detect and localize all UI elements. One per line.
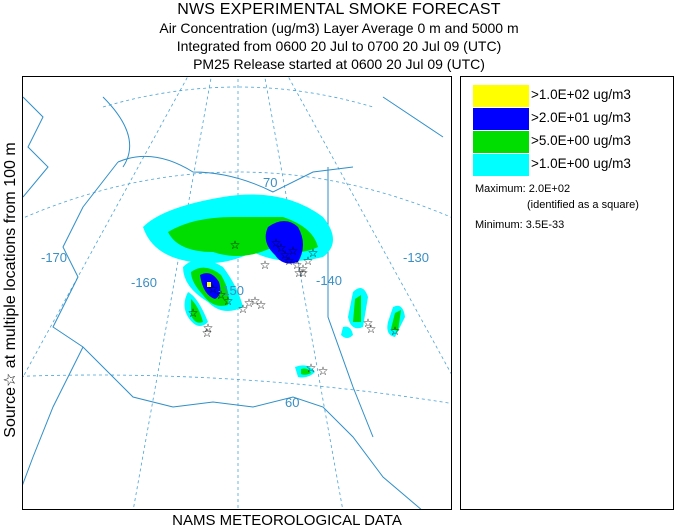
legend-label-3: >5.0E+00 ug/m3 — [531, 133, 631, 148]
graticule-lat-60 — [23, 374, 451, 404]
source-star-icon: ☆ — [188, 306, 199, 320]
plume-east1-green — [353, 295, 361, 322]
legend-swatch-3 — [473, 131, 529, 153]
legend-label-2: >2.0E+01 ug/m3 — [531, 110, 631, 125]
plume-south-small-cyan — [341, 326, 353, 338]
maximum-label: Maximum: — [475, 183, 526, 195]
legend-swatch-2 — [473, 108, 529, 130]
minimum-readout: Minimum: 3.5E-33 — [475, 219, 564, 231]
source-star-icon: ☆ — [256, 298, 267, 312]
source-star-icon: ☆ — [292, 258, 303, 272]
plume-east2-green — [391, 310, 401, 331]
source-star-icon: ☆ — [318, 364, 329, 378]
grid-label-lon-130: -130 — [403, 250, 429, 265]
source-star-icon: ☆ — [298, 262, 309, 276]
grid-label-lon-140: -140 — [316, 273, 342, 288]
legend-label-4: >1.0E+00 ug/m3 — [531, 156, 631, 171]
coastline-alaska-north — [117, 155, 354, 193]
graticule-lon-130 — [288, 77, 451, 375]
source-star-icon: ☆ — [366, 322, 377, 336]
source-star-icon: ☆ — [280, 248, 291, 262]
map-title: NWS EXPERIMENTAL SMOKE FORECAST — [177, 1, 501, 18]
source-star-icon: ☆ — [390, 324, 401, 338]
grid-label-lon-150: -150 — [218, 283, 244, 298]
source-star-icon: ☆ — [276, 241, 287, 255]
source-star-icon: ☆ — [294, 266, 305, 280]
legend-label-1: >1.0E+02 ug/m3 — [531, 87, 631, 102]
coastline-peninsula — [23, 346, 84, 486]
legend-swatch-1 — [473, 85, 529, 107]
source-star-icon: ☆ — [230, 238, 241, 252]
coastline-alaska-south — [172, 396, 422, 509]
legend-panel: >1.0E+02 ug/m3 >2.0E+01 ug/m3 >5.0E+00 u… — [460, 76, 674, 510]
graticule-lat-70 — [23, 171, 451, 219]
minimum-label: Minimum: — [475, 219, 523, 231]
source-star-icon: ☆ — [306, 361, 317, 375]
maximum-note: (identified as a square) — [527, 199, 639, 211]
source-star-icon: ☆ — [238, 302, 249, 316]
source-star-icon: ☆ — [202, 326, 213, 340]
legend-item-4: >1.0E+00 ug/m3 — [473, 154, 673, 176]
source-star-icon: ☆ — [271, 236, 282, 250]
meteorological-data-label: NAMS METEOROLOGICAL DATA — [172, 512, 402, 529]
source-star-icon: ☆ — [284, 254, 295, 268]
source-star-icon: ☆ — [308, 246, 319, 260]
legend-swatch-4 — [473, 154, 529, 176]
grid-label-lat-70: 70 — [263, 175, 277, 190]
coastline-siberia — [23, 96, 49, 198]
graticule-lon-170 — [23, 77, 188, 378]
source-star-icon: ☆ — [203, 321, 214, 335]
maximum-value: 2.0E+02 — [528, 183, 571, 195]
smoke-map: 70 60 -170 -160 -150 -140 -130 ☆ ☆ ☆ ☆ ☆ ☆ ☆ ☆ ☆… — [22, 76, 452, 510]
legend-item-3: >5.0E+00 ug/m3 — [473, 131, 673, 153]
source-markers: ☆☆☆☆☆☆☆☆☆☆☆☆☆☆☆☆☆☆☆☆☆☆☆ ☆☆☆ ☆☆ — [188, 236, 401, 378]
source-side-label: Source☆ at multiple locations from 100 m — [2, 142, 19, 438]
map-canvas: 70 60 -170 -160 -150 -140 -130 ☆☆☆☆☆☆☆☆☆… — [23, 77, 451, 509]
legend-item-1: >1.0E+02 ug/m3 — [473, 85, 673, 107]
source-star-icon: ☆ — [208, 282, 219, 296]
source-star-icon: ☆ — [298, 266, 309, 280]
maximum-readout: Maximum: 2.0E+02 — [475, 183, 570, 195]
plume-north-blue — [265, 221, 303, 264]
source-star-icon: ☆ — [223, 294, 234, 308]
legend-item-2: >2.0E+01 ug/m3 — [473, 108, 673, 130]
coastline-islands — [102, 96, 444, 168]
smoke-plumes — [143, 194, 405, 378]
source-star-icon: ☆ — [260, 258, 271, 272]
source-star-icon: ☆ — [288, 244, 299, 258]
grid-label-lat-60: 60 — [285, 395, 299, 410]
map-subtitle-release: PM25 Release started at 0600 20 Jul 09 (… — [193, 56, 485, 72]
plume-southwest-green — [191, 299, 203, 323]
source-star-icon: ☆ — [250, 294, 261, 308]
source-star-icon: ☆ — [363, 316, 374, 330]
minimum-value: 3.5E-33 — [525, 219, 565, 231]
grid-label-lon-170: -170 — [41, 250, 67, 265]
graticule-lon-140 — [264, 77, 344, 509]
plume-south-green — [301, 368, 311, 375]
source-star-icon: ☆ — [244, 296, 255, 310]
source-star-icon: ☆ — [303, 254, 314, 268]
coastline-alaska-west — [52, 161, 174, 408]
plume-west-yellow — [207, 282, 211, 287]
map-subtitle-concentration: Air Concentration (ug/m3) Layer Average … — [159, 20, 519, 36]
grid-label-lon-160: -160 — [131, 275, 157, 290]
source-star-icon: ☆ — [216, 288, 227, 302]
map-subtitle-integration: Integrated from 0600 20 Jul to 0700 20 J… — [176, 38, 502, 54]
